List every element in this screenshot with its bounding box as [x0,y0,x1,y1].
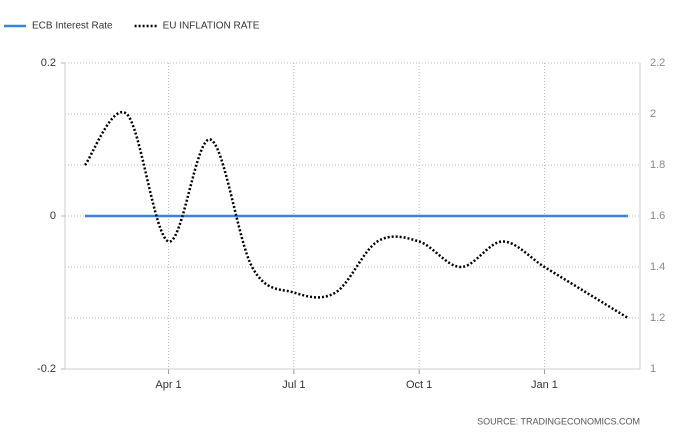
y2-tick-label: 1.4 [650,261,665,273]
legend-label: EU INFLATION RATE [163,21,260,32]
y2-tick-label: 2.2 [650,57,665,69]
y-tick-label: 0.2 [41,57,56,69]
y2-tick-label: 1.6 [650,210,665,222]
x-tick-label: Oct 1 [406,379,432,391]
x-tick-label: Jan 1 [531,379,558,391]
series-line [83,110,629,320]
x-tick-label: Jul 1 [282,379,305,391]
x-tick-label: Apr 1 [155,379,181,391]
y-tick-label: -0.2 [37,363,56,375]
y-tick-label: 0 [50,210,56,222]
y2-tick-label: 1.2 [650,312,665,324]
y2-tick-label: 1.8 [650,159,665,171]
legend-label: ECB Interest Rate [32,21,113,32]
y2-tick-label: 2 [650,108,656,120]
source: SOURCE: TRADINGECONOMICS.COM [477,416,640,426]
y2-tick-label: 1 [650,363,656,375]
